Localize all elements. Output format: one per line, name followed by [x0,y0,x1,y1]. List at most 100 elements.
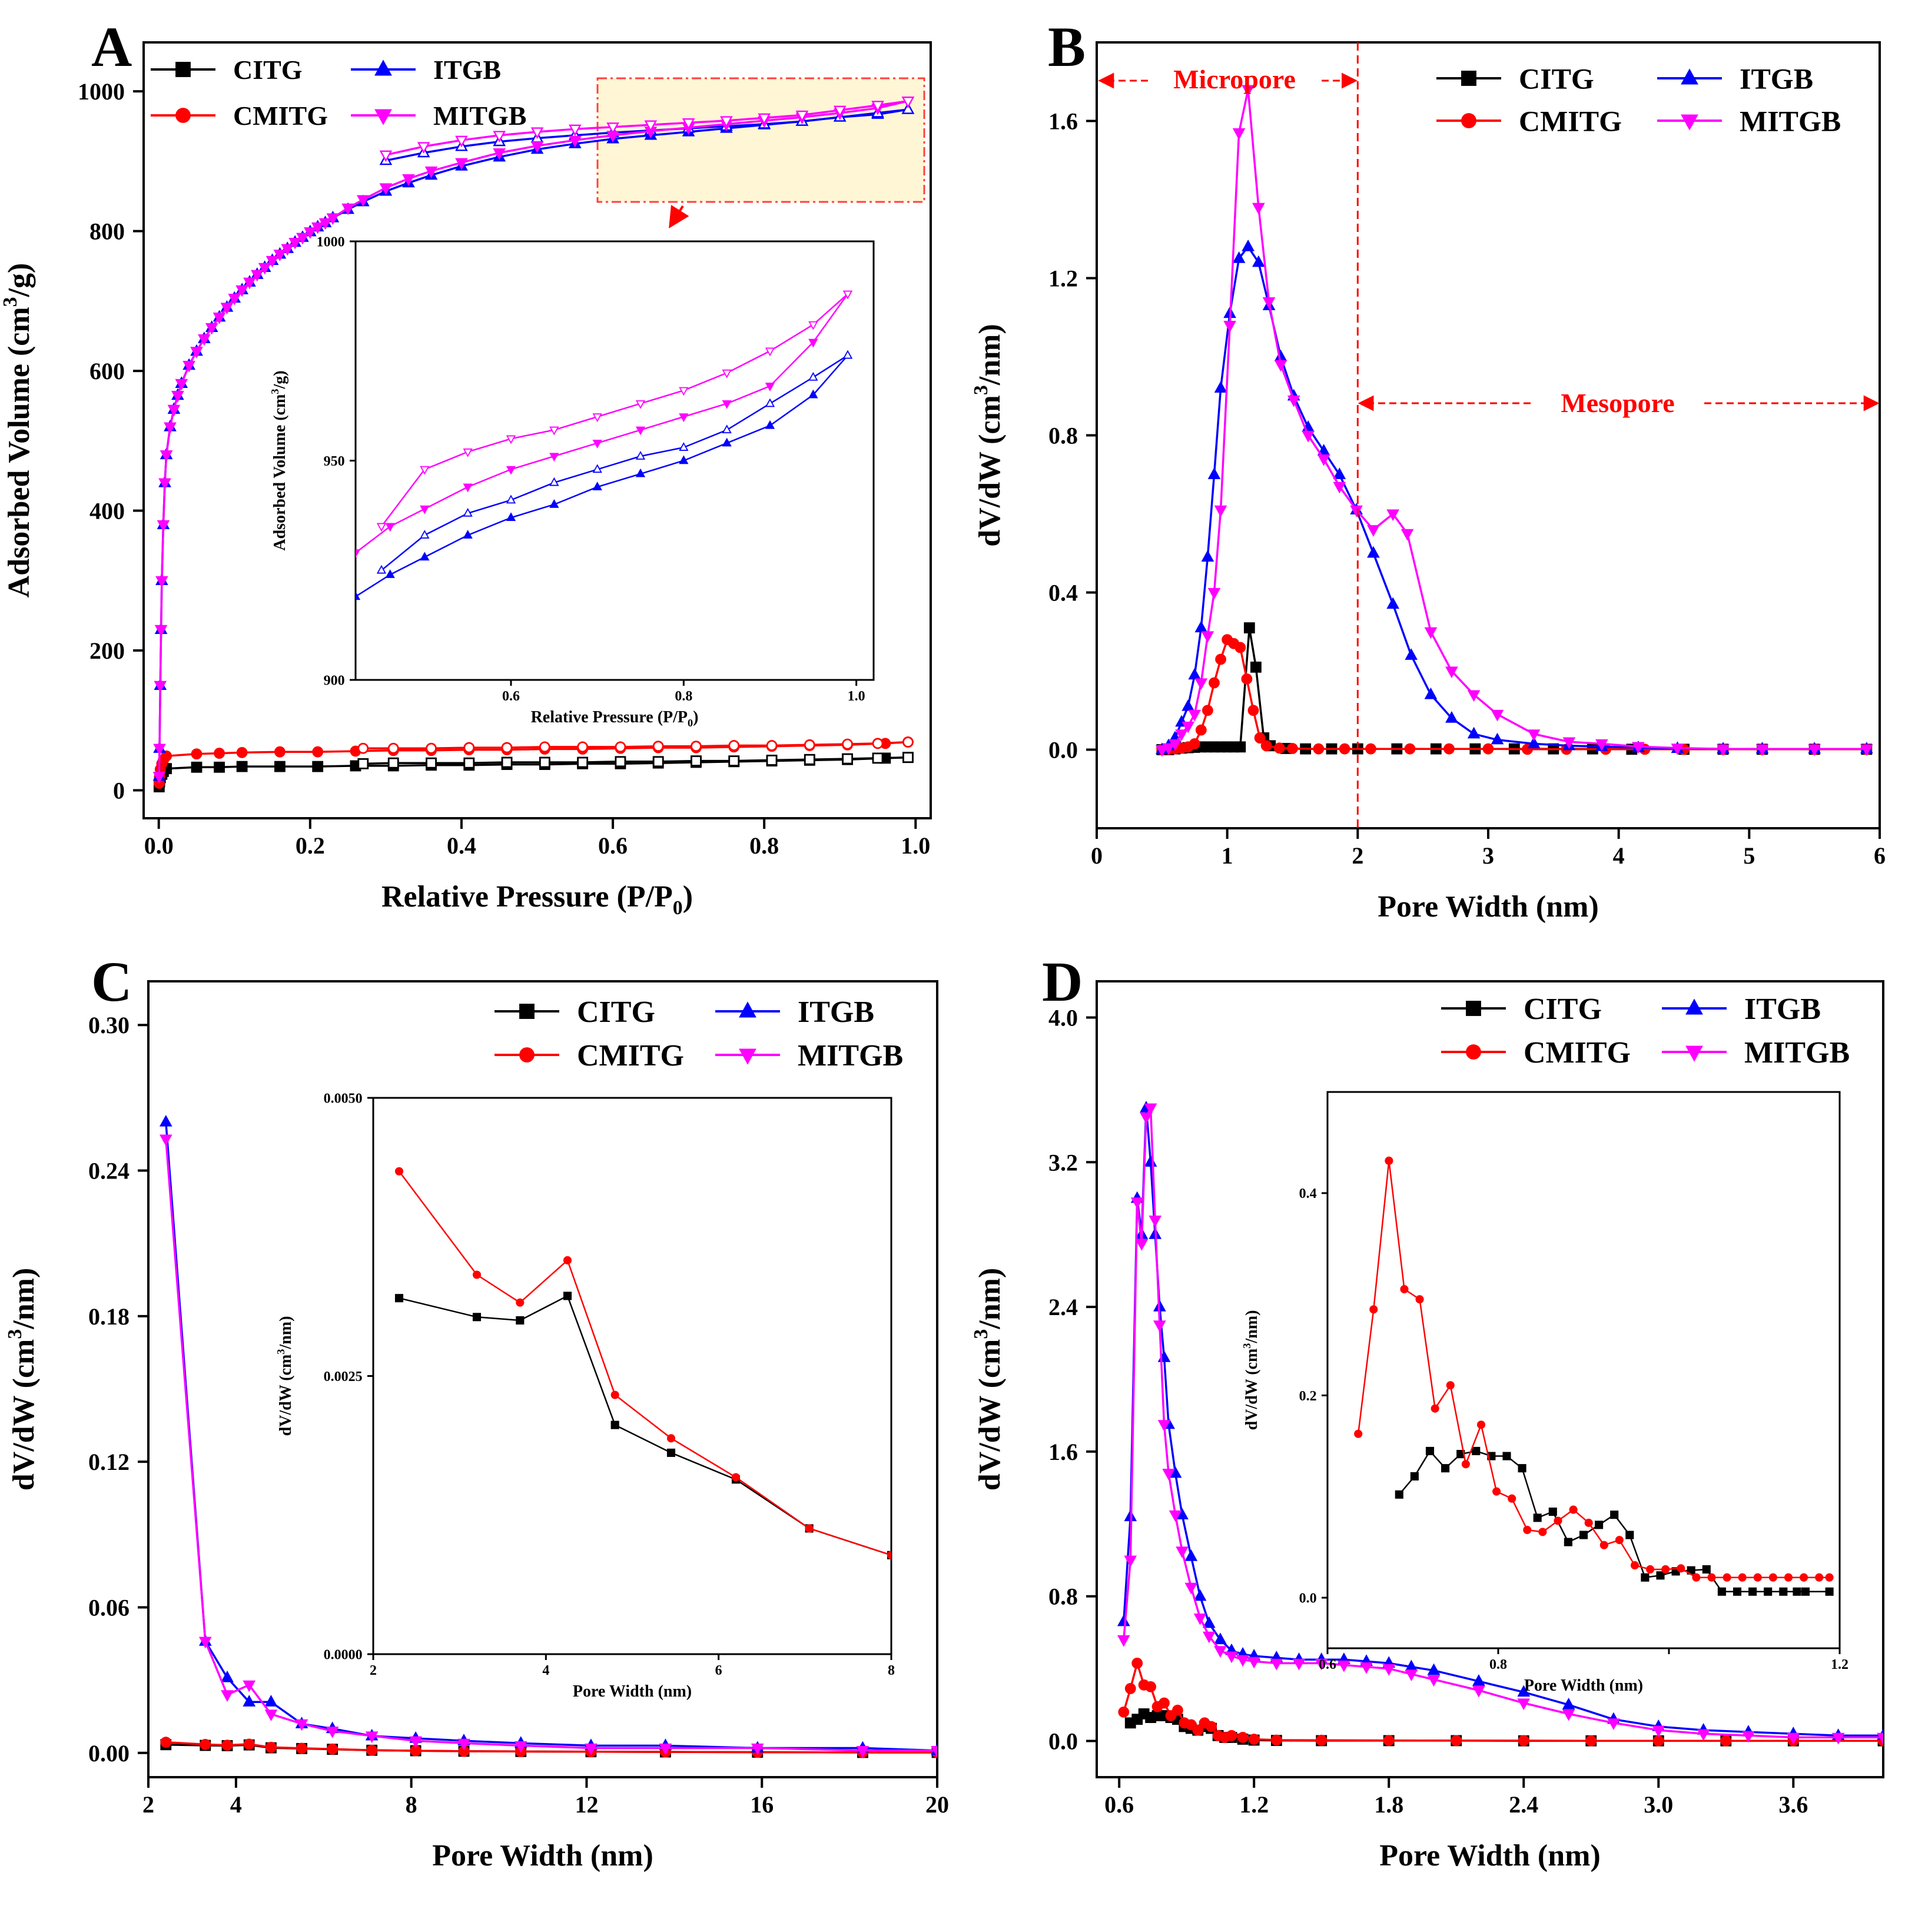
data-point [679,387,689,396]
data-point [463,448,473,457]
y-tick-label: 950 [324,454,345,469]
data-point [1681,68,1698,85]
y-tick-label: 0.4 [1299,1186,1317,1201]
data-point [1443,743,1455,755]
x-tick-label: 0.8 [675,689,692,704]
y-tick-label: 0.0050 [324,1091,363,1106]
data-point [455,158,468,170]
x-tick-label: 2 [370,1663,377,1678]
data-point [1367,546,1380,558]
series-mitgb [356,290,853,559]
y-tick-label: 1000 [78,78,125,105]
data-point [221,1740,233,1751]
series-line [1123,1659,1883,1742]
data-point [1702,1565,1711,1574]
x-tick-label: 0.2 [296,832,325,859]
y-tick-label: 0.2 [1299,1389,1317,1404]
data-point [221,1670,234,1682]
data-point [379,183,393,195]
data-point [205,323,218,335]
micropore-label: Micropore [1173,64,1296,94]
data-point [506,466,516,475]
series-line [363,756,908,765]
data-point [679,442,689,451]
data-point [493,148,506,160]
data-point [1472,1446,1481,1456]
y-tick-label: 0.8 [1048,423,1078,449]
data-point [1360,1662,1373,1674]
y-tick-label: 0.00 [88,1740,130,1767]
x-tick-label: 6 [715,1663,722,1678]
data-point [402,174,415,186]
data-point [1194,620,1208,633]
data-point [514,1741,527,1753]
data-point [175,379,188,391]
data-point [455,135,468,148]
data-point [1801,1587,1810,1596]
panel-label: D [1042,950,1083,1013]
data-point [1877,1732,1883,1745]
data-point [1607,1718,1620,1730]
data-point [463,483,473,493]
data-point [424,166,438,178]
data-point [1149,1215,1162,1227]
series-itgb-desorption [376,350,853,574]
series-cmitg [1354,1156,1834,1582]
data-point [691,755,702,767]
data-point [758,113,771,125]
y-tick-label: 2.4 [1048,1294,1078,1320]
plot-area [1156,85,1873,757]
data-point [585,1743,598,1755]
data-point [1203,1631,1216,1644]
data-point [1595,1521,1604,1529]
y-axis-label: Adsorbed Volume (cm3/g) [269,370,289,550]
data-point [1466,1001,1481,1016]
data-point [1386,597,1400,609]
x-tick-label: 0.8 [1489,1657,1507,1672]
data-point [356,591,361,600]
data-point [357,758,369,769]
data-point [1860,744,1873,756]
legend: CITG ITGB CMITG MITGB [1436,62,1841,138]
y-tick-label: 3.2 [1048,1149,1078,1176]
x-tick-label: 2 [1352,842,1363,869]
data-point [385,523,395,532]
data-point [1569,1505,1578,1514]
data-point [1201,550,1214,562]
data-point [191,748,203,760]
mesopore-label: Mesopore [1561,388,1674,418]
series-itgb [1156,240,1873,755]
data-point [318,218,332,230]
legend-label: ITGB [1744,992,1821,1026]
data-point [243,1695,256,1707]
y-tick-label: 0.0000 [324,1647,363,1662]
data-point [420,530,430,539]
data-point [1467,690,1481,702]
series-line [1161,89,1867,751]
data-point [1317,454,1330,466]
data-point [160,450,173,462]
data-point [1339,743,1350,755]
data-point [1316,1734,1327,1746]
y-tick-label: 1.2 [1048,265,1078,292]
data-point [1400,529,1414,541]
plot-frame [1326,1091,1841,1649]
legend-label: MITGB [798,1039,903,1073]
data-point [394,1167,404,1176]
data-point [549,477,559,486]
data-point [568,135,582,148]
legend: CITG ITGB CMITG MITGB [1441,992,1850,1070]
data-point [327,1743,338,1755]
plot-frame [1096,980,1884,1778]
x-tick-label: 3.6 [1778,1791,1808,1818]
y-tick-label: 600 [89,358,125,384]
series-line [381,354,848,571]
data-point [265,1741,277,1753]
data-point [1140,1112,1153,1124]
data-point [387,757,399,769]
data-point [901,102,915,114]
data-point [426,742,437,754]
data-point [1441,1464,1450,1473]
data-point [157,520,170,532]
data-point [1755,744,1769,756]
